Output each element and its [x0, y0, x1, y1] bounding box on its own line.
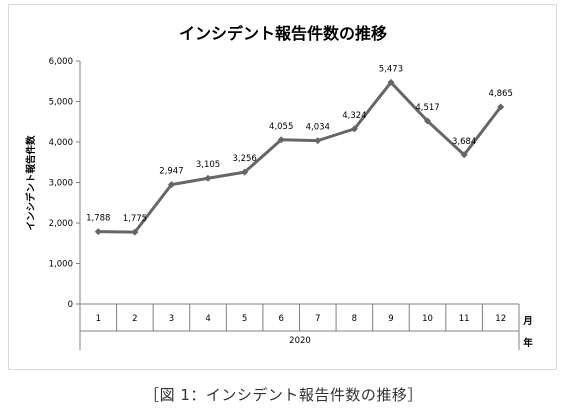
x-axis-month-label: 月 — [522, 316, 533, 327]
x-ticks: 1 2 3 4 5 6 7 8 9 10 11 12 — [96, 314, 507, 324]
data-label: 2,947 — [159, 167, 183, 177]
y-axis-label-group: インシデント報告件数 — [25, 135, 37, 231]
x-tick-label: 6 — [278, 314, 283, 324]
y-tick-label: 4,000 — [49, 138, 73, 148]
data-point — [204, 174, 212, 182]
data-point — [424, 117, 432, 125]
y-axis-label: インシデント報告件数 — [25, 135, 37, 231]
data-label: 4,865 — [489, 89, 513, 99]
x-tick-label: 10 — [422, 314, 433, 324]
x-tick-label: 8 — [352, 314, 357, 324]
data-label: 4,055 — [269, 122, 293, 132]
x-tick-label: 11 — [459, 314, 470, 324]
x-tick-label: 4 — [205, 314, 210, 324]
y-tick-label: 5,000 — [49, 98, 73, 108]
data-label: 5,473 — [379, 64, 403, 74]
data-point — [314, 137, 322, 145]
x-axis-year-label: 年 — [523, 337, 533, 349]
data-labels: 1,788 1,775 2,947 3,105 3,256 4,055 4,034 4,324… — [86, 64, 513, 224]
y-tick-label: 3,000 — [49, 179, 73, 189]
data-point — [350, 125, 358, 133]
x-tick-label: 3 — [169, 314, 174, 324]
axes — [79, 61, 520, 350]
year-label: 2020 — [289, 336, 311, 346]
data-point — [277, 136, 285, 144]
data-label: 3,105 — [196, 160, 220, 170]
data-label: 4,517 — [415, 103, 439, 113]
data-point — [460, 151, 468, 159]
data-label: 1,788 — [86, 214, 110, 224]
x-tick-label: 5 — [242, 314, 247, 324]
markers — [94, 78, 505, 236]
data-label: 3,684 — [452, 137, 476, 147]
line-chart: インシデント報告件数の推移 インシデント報告件数 0 1,000 2,000 3,00… — [25, 24, 533, 350]
data-point — [94, 228, 102, 236]
chart-title: インシデント報告件数の推移 — [179, 24, 387, 43]
data-label: 4,034 — [306, 123, 330, 133]
y-tick-label: 6,000 — [49, 57, 73, 67]
data-label: 1,775 — [123, 214, 147, 224]
data-label: 4,324 — [342, 111, 366, 121]
y-ticks: 0 1,000 2,000 3,000 4,000 5,000 6,000 — [49, 57, 80, 310]
series-line — [98, 80, 502, 234]
x-tick-label: 1 — [96, 314, 101, 324]
y-tick-label: 2,000 — [49, 219, 73, 229]
x-tick-label: 9 — [388, 314, 393, 324]
data-point — [131, 228, 139, 236]
x-tick-label: 7 — [315, 314, 320, 324]
data-point — [241, 168, 249, 176]
x-tick-label: 12 — [495, 314, 506, 324]
data-point — [497, 103, 505, 111]
y-tick-label: 0 — [68, 300, 73, 310]
data-point — [387, 78, 395, 86]
data-point — [167, 181, 175, 189]
data-label: 3,256 — [232, 154, 256, 164]
figure-caption: ［図 1：インシデント報告件数の推移］ — [144, 386, 423, 404]
x-tick-label: 2 — [132, 314, 137, 324]
y-tick-label: 1,000 — [49, 260, 73, 270]
chart-frame: インシデント報告件数の推移 インシデント報告件数 0 1,000 2,000 3,00… — [8, 4, 557, 370]
